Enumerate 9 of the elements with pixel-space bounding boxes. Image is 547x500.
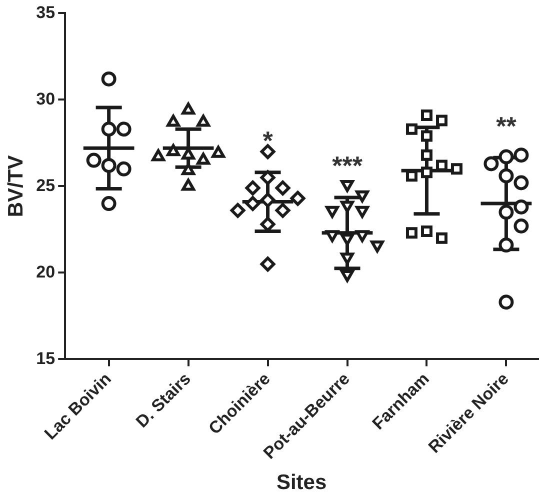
y-tick-label: 35 [36,2,56,22]
y-tick-label: 30 [36,89,56,108]
text: **** [262,126,362,181]
x-axis-title: Sites [276,471,327,494]
y-tick-label: 15 [36,348,56,368]
y-tick-label: 20 [36,262,56,282]
y-tick-label: 25 [36,176,56,195]
text: ** [496,110,516,141]
y-axis-title: BV/TV [4,155,28,218]
